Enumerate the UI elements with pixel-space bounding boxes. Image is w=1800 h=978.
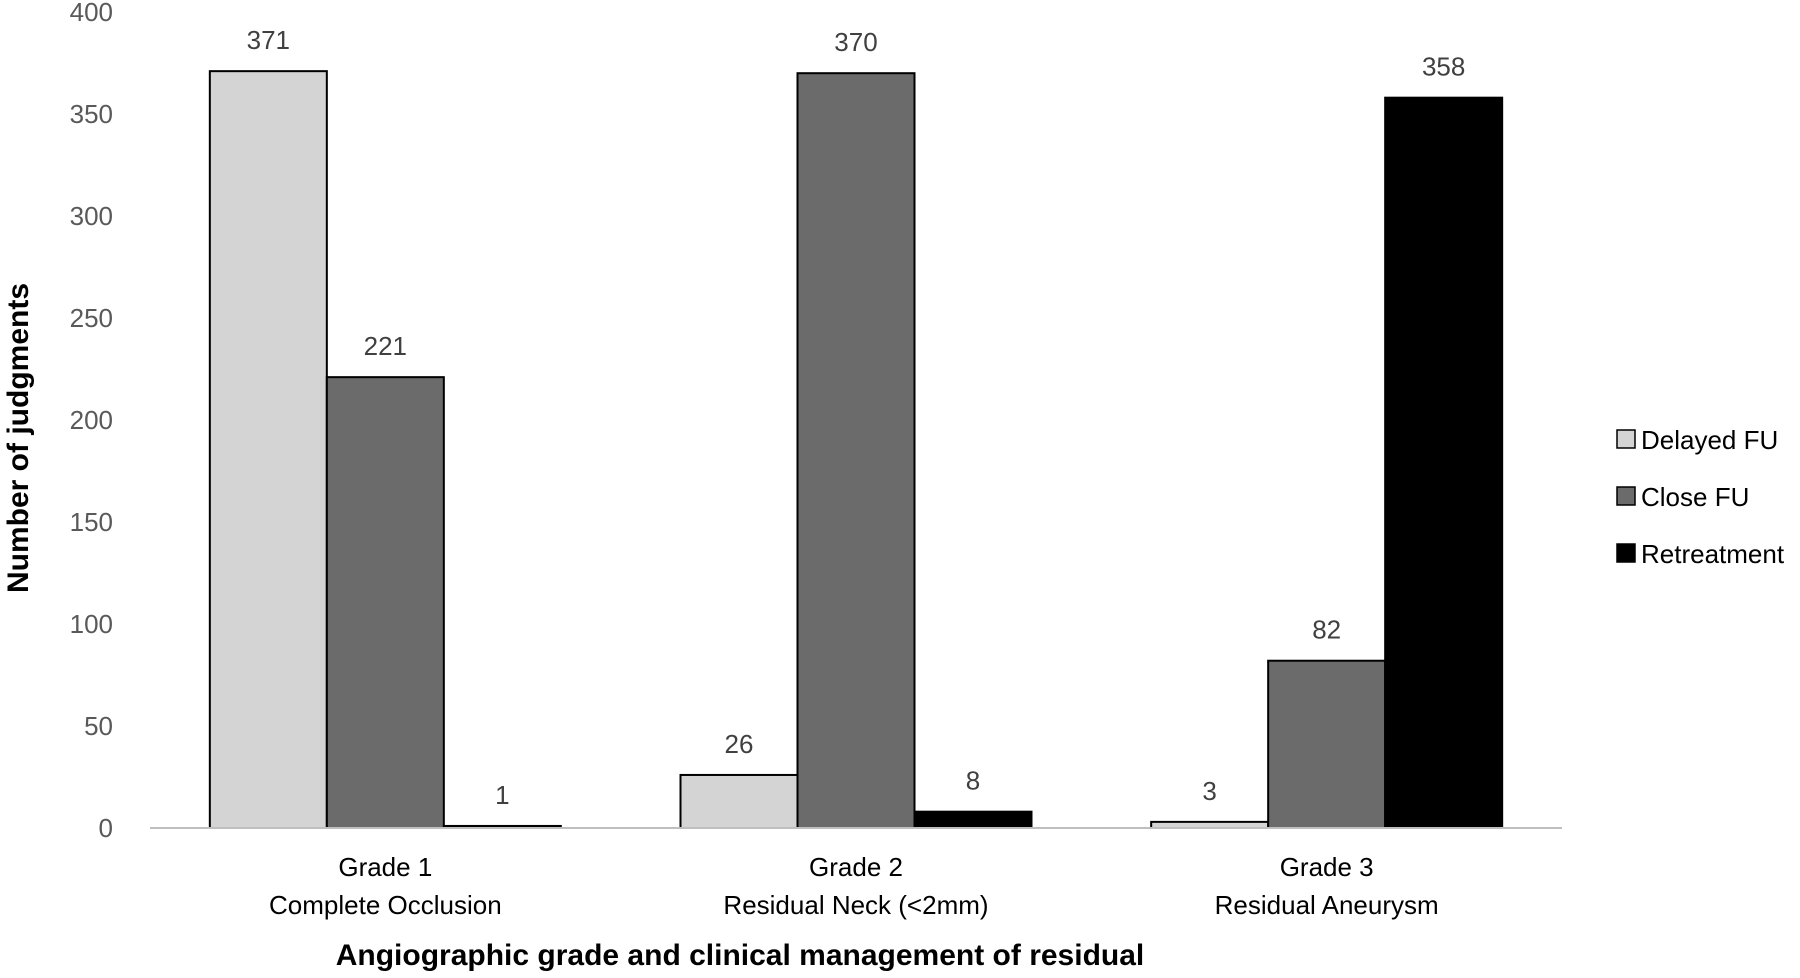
data-label: 371 (247, 25, 290, 55)
x-category-label: Grade 3 (1280, 852, 1374, 882)
x-category-label: Complete Occlusion (269, 890, 502, 920)
legend-swatch-close-fu (1616, 486, 1636, 506)
y-tick-label: 350 (70, 99, 113, 129)
legend-label: Delayed FU (1641, 425, 1778, 455)
x-category-label: Grade 1 (338, 852, 432, 882)
x-category-label: Residual Aneurysm (1215, 890, 1439, 920)
bar-close-fu-2 (796, 72, 916, 829)
data-labels: 371 221 1 26 370 8 3 82 358 (247, 25, 1466, 810)
bar-delayed-fu-1 (208, 70, 328, 830)
data-label: 221 (364, 331, 407, 361)
legend-label: Close FU (1641, 482, 1749, 512)
y-tick-label: 300 (70, 201, 113, 231)
y-tick-label: 200 (70, 405, 113, 435)
y-tick-label: 150 (70, 507, 113, 537)
x-category-label: Grade 2 (809, 852, 903, 882)
y-tick-label: 50 (84, 711, 113, 741)
x-axis-category-labels: Grade 1 Complete Occlusion Grade 2 Residual… (269, 852, 1439, 920)
y-tick-label: 100 (70, 609, 113, 639)
data-label: 1 (495, 780, 509, 810)
data-label: 8 (966, 766, 980, 796)
bar-close-fu-3 (1267, 659, 1387, 829)
data-label: 358 (1422, 52, 1465, 82)
data-label: 370 (834, 27, 877, 57)
y-tick-label: 400 (70, 0, 113, 27)
x-category-label: Residual Neck (<2mm) (723, 890, 988, 920)
bar-retreatment-3 (1384, 96, 1504, 830)
data-label: 3 (1202, 776, 1216, 806)
legend-swatch-delayed-fu (1616, 429, 1636, 449)
bars (208, 70, 1504, 830)
y-tick-label: 250 (70, 303, 113, 333)
legend-label: Retreatment (1641, 539, 1785, 569)
y-axis-title: Number of judgments (2, 283, 35, 593)
legend-swatch-retreatment (1616, 543, 1636, 563)
x-axis-title: Angiographic grade and clinical manageme… (336, 939, 1145, 972)
bar-delayed-fu-2 (679, 773, 799, 830)
legend: Delayed FU Close FU Retreatment (1616, 425, 1785, 569)
data-label: 26 (725, 729, 754, 759)
y-tick-label: 0 (99, 813, 113, 843)
y-axis-ticks: 0 50 100 150 200 250 300 350 400 (70, 0, 113, 843)
bar-retreatment-2 (913, 810, 1033, 829)
bar-close-fu-1 (325, 376, 445, 829)
data-label: 82 (1312, 615, 1341, 645)
